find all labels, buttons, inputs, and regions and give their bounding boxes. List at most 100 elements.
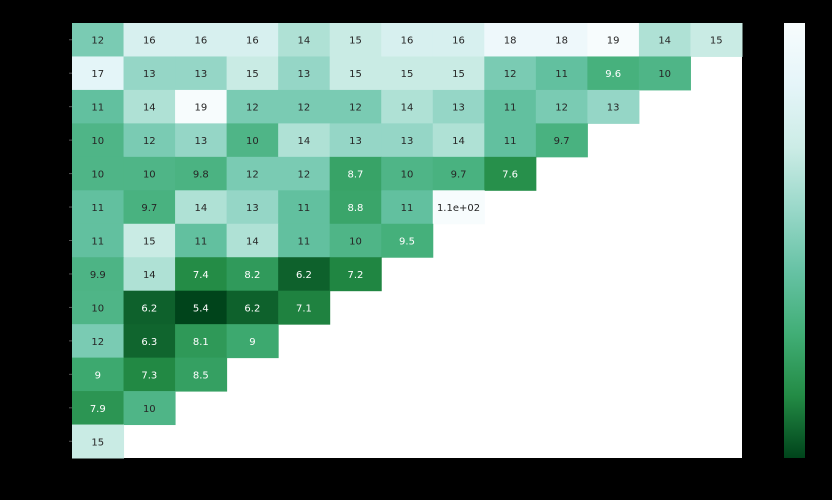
cell-value-label: 9.8 bbox=[193, 170, 209, 181]
cell-value-label: 7.1 bbox=[296, 303, 312, 314]
cell-value-label: 1.1e+02 bbox=[437, 203, 480, 214]
heatmap-cell bbox=[535, 123, 588, 158]
heatmap-cell bbox=[535, 23, 588, 57]
heatmap-cell bbox=[123, 324, 176, 359]
cell-value-label: 12 bbox=[91, 337, 104, 348]
heatmap-cell bbox=[329, 190, 382, 225]
cell-value-label: 13 bbox=[194, 136, 207, 147]
heatmap-cell bbox=[381, 89, 434, 124]
heatmap-cell bbox=[72, 123, 125, 158]
heatmap-cell bbox=[123, 56, 176, 91]
cell-value-label: 19 bbox=[194, 103, 207, 114]
cell-value-label: 13 bbox=[349, 136, 362, 147]
cell-value-label: 10 bbox=[349, 237, 362, 248]
cell-value-label: 14 bbox=[298, 136, 311, 147]
cell-value-label: 7.3 bbox=[141, 370, 157, 381]
heatmap-cell bbox=[123, 391, 176, 426]
cell-value-label: 10 bbox=[658, 69, 671, 80]
heatmap-cell bbox=[381, 223, 434, 258]
cell-value-label: 11 bbox=[504, 136, 517, 147]
cell-value-label: 7.9 bbox=[90, 404, 106, 415]
cell-value-label: 12 bbox=[246, 103, 259, 114]
cell-value-label: 14 bbox=[143, 103, 156, 114]
heatmap-cells: 12 16 16 16 14 15 16 16 18 18 19 14 15 17 13 13 15 13 15 15… bbox=[72, 23, 743, 459]
heatmap-cell bbox=[226, 223, 279, 258]
heatmap-cell bbox=[175, 23, 228, 57]
cell-value-label: 13 bbox=[452, 103, 465, 114]
cell-value-label: 17 bbox=[91, 69, 104, 80]
heatmap-cell bbox=[381, 23, 434, 57]
heatmap-cell bbox=[175, 257, 228, 292]
heatmap-cell bbox=[638, 23, 691, 57]
heatmap-cell bbox=[278, 156, 331, 191]
cell-value-label: 11 bbox=[555, 69, 568, 80]
heatmap-cell bbox=[72, 56, 125, 91]
cell-value-label: 7.2 bbox=[348, 270, 364, 281]
cell-value-label: 9.7 bbox=[451, 170, 467, 181]
cell-value-label: 15 bbox=[246, 69, 259, 80]
heatmap-cell bbox=[432, 123, 485, 158]
cell-value-label: 5.4 bbox=[193, 303, 209, 314]
heatmap-cell bbox=[226, 56, 279, 91]
cell-value-label: 10 bbox=[91, 303, 104, 314]
heatmap-cell bbox=[226, 23, 279, 57]
cell-value-label: 9.7 bbox=[554, 136, 570, 147]
cell-value-label: 16 bbox=[401, 36, 414, 47]
heatmap-cell bbox=[587, 23, 640, 57]
heatmap-cell bbox=[226, 123, 279, 158]
cell-value-label: 12 bbox=[298, 103, 311, 114]
heatmap-cell bbox=[278, 56, 331, 91]
cell-value-label: 13 bbox=[298, 69, 311, 80]
cell-value-label: 14 bbox=[401, 103, 414, 114]
heatmap-cell bbox=[123, 156, 176, 191]
cell-value-label: 11 bbox=[194, 237, 207, 248]
cell-value-label: 15 bbox=[710, 36, 723, 47]
heatmap-cell bbox=[226, 257, 279, 292]
cell-value-label: 15 bbox=[349, 36, 362, 47]
heatmap-cell bbox=[278, 23, 331, 57]
heatmap-cell bbox=[175, 123, 228, 158]
heatmap-cell bbox=[72, 223, 125, 258]
cell-value-label: 14 bbox=[194, 203, 207, 214]
cell-value-label: 11 bbox=[91, 103, 104, 114]
heatmap-cell bbox=[278, 190, 331, 225]
heatmap-cell bbox=[535, 89, 588, 124]
cell-value-label: 10 bbox=[246, 136, 259, 147]
heatmap-cell bbox=[381, 56, 434, 91]
cell-value-label: 6.2 bbox=[296, 270, 312, 281]
cell-value-label: 10 bbox=[91, 170, 104, 181]
heatmap-cell bbox=[432, 89, 485, 124]
heatmap-cell bbox=[329, 123, 382, 158]
heatmap-cell bbox=[432, 23, 485, 57]
heatmap-cell bbox=[278, 223, 331, 258]
heatmap-cell bbox=[432, 190, 485, 225]
heatmap-cell bbox=[278, 123, 331, 158]
heatmap-cell bbox=[123, 190, 176, 225]
cell-value-label: 13 bbox=[246, 203, 259, 214]
heatmap-cell bbox=[226, 290, 279, 325]
heatmap-cell bbox=[72, 324, 125, 359]
heatmap-cell bbox=[226, 190, 279, 225]
cell-value-label: 12 bbox=[504, 69, 517, 80]
cell-value-label: 15 bbox=[452, 69, 465, 80]
cell-value-label: 14 bbox=[246, 237, 259, 248]
cell-value-label: 9.7 bbox=[141, 203, 157, 214]
heatmap-cell bbox=[381, 190, 434, 225]
heatmap-cell bbox=[175, 357, 228, 392]
cell-value-label: 18 bbox=[504, 36, 517, 47]
heatmap-cell bbox=[226, 324, 279, 359]
cell-value-label: 11 bbox=[298, 203, 311, 214]
cell-value-label: 8.5 bbox=[193, 370, 209, 381]
cell-value-label: 9 bbox=[95, 370, 101, 381]
heatmap-cell bbox=[72, 89, 125, 124]
heatmap-cell bbox=[278, 89, 331, 124]
heatmap-cell bbox=[381, 123, 434, 158]
heatmap-cell bbox=[72, 357, 125, 392]
heatmap-cell bbox=[123, 89, 176, 124]
cell-value-label: 13 bbox=[607, 103, 620, 114]
cell-value-label: 18 bbox=[555, 36, 568, 47]
heatmap-cell bbox=[72, 424, 125, 459]
cell-value-label: 13 bbox=[401, 136, 414, 147]
